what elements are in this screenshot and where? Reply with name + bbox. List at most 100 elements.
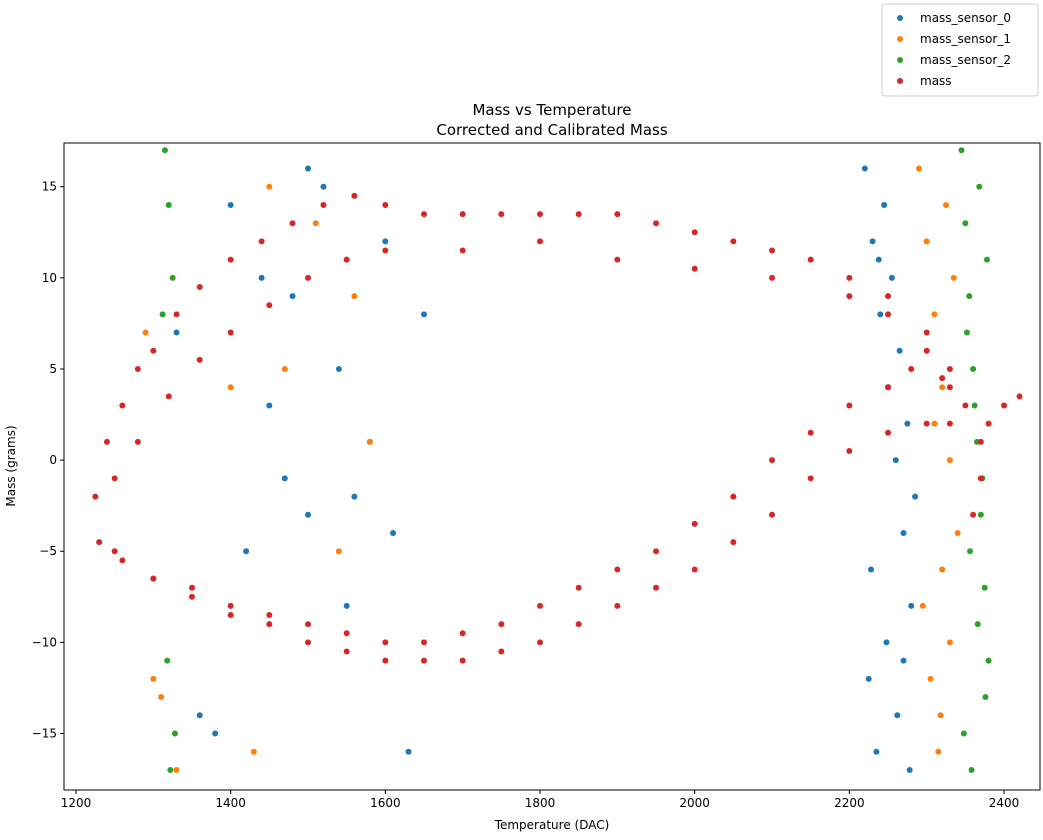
- point: [939, 375, 946, 382]
- point: [258, 238, 265, 245]
- point: [967, 548, 974, 555]
- point: [946, 365, 953, 372]
- point: [985, 657, 992, 664]
- point: [769, 247, 776, 254]
- point: [963, 329, 970, 336]
- point: [250, 748, 257, 755]
- point: [390, 530, 397, 537]
- x-tick-label: 1800: [525, 796, 556, 810]
- point: [351, 493, 358, 500]
- point: [968, 766, 975, 773]
- point: [96, 539, 103, 546]
- point: [227, 329, 234, 336]
- legend-box: [881, 3, 1039, 97]
- point: [173, 329, 180, 336]
- point: [875, 256, 882, 263]
- x-tick-label: 2000: [679, 796, 710, 810]
- point: [343, 630, 350, 637]
- point: [730, 238, 737, 245]
- point: [266, 302, 273, 309]
- point: [335, 548, 342, 555]
- point: [881, 201, 888, 208]
- point: [900, 657, 907, 664]
- point: [188, 593, 195, 600]
- point: [575, 621, 582, 628]
- point: [984, 256, 991, 263]
- point: [730, 493, 737, 500]
- point: [939, 384, 946, 391]
- point: [653, 548, 660, 555]
- point: [320, 201, 327, 208]
- point: [188, 584, 195, 591]
- point: [134, 365, 141, 372]
- point: [351, 293, 358, 300]
- point: [977, 511, 984, 518]
- point: [962, 220, 969, 227]
- chart-title: Mass vs Temperature: [472, 101, 631, 119]
- point: [421, 211, 428, 218]
- point: [946, 457, 953, 464]
- point: [923, 238, 930, 245]
- point: [769, 511, 776, 518]
- legend-marker: [897, 36, 903, 42]
- point: [150, 347, 157, 354]
- point: [885, 429, 892, 436]
- chart-subtitle: Corrected and Calibrated Mass: [436, 121, 667, 139]
- point: [227, 256, 234, 263]
- point: [906, 766, 913, 773]
- point: [873, 748, 880, 755]
- legend-label: mass: [920, 74, 952, 88]
- point: [305, 274, 311, 281]
- point: [970, 511, 977, 518]
- point: [954, 530, 961, 537]
- point: [537, 211, 544, 218]
- point: [1016, 393, 1023, 400]
- legend-marker: [897, 78, 903, 84]
- point: [537, 238, 544, 245]
- point: [769, 274, 776, 281]
- point: [614, 566, 621, 573]
- legend-marker: [897, 57, 903, 63]
- legend-label: mass_sensor_1: [920, 32, 1011, 46]
- point: [923, 347, 930, 354]
- point: [846, 293, 853, 300]
- point: [927, 675, 934, 682]
- point: [939, 566, 946, 573]
- point: [868, 566, 875, 573]
- point: [266, 621, 273, 628]
- point: [894, 712, 901, 719]
- point: [165, 393, 172, 400]
- point: [281, 365, 288, 372]
- plot-frame: [63, 142, 1041, 791]
- point: [305, 639, 311, 646]
- legend: mass_sensor_0 mass_sensor_1 mass_sensor_2m…: [881, 3, 1039, 97]
- point: [943, 201, 950, 208]
- point: [977, 475, 984, 482]
- point: [966, 293, 973, 300]
- point: [691, 566, 698, 573]
- point: [908, 602, 915, 609]
- point: [958, 147, 965, 154]
- point: [923, 420, 930, 427]
- point: [691, 229, 698, 236]
- point: [985, 420, 992, 427]
- point: [161, 147, 168, 154]
- point: [227, 384, 234, 391]
- point: [915, 165, 922, 172]
- point: [382, 238, 389, 245]
- point: [227, 201, 234, 208]
- point: [305, 621, 311, 628]
- legend-label: mass_sensor_2: [920, 53, 1011, 67]
- point: [962, 402, 969, 409]
- point: [382, 639, 389, 646]
- point: [459, 657, 466, 664]
- point: [730, 539, 737, 546]
- point: [614, 211, 621, 218]
- x-tick-label: 2400: [989, 796, 1020, 810]
- point: [459, 211, 466, 218]
- point: [807, 475, 814, 482]
- point: [846, 448, 853, 455]
- point: [977, 438, 984, 445]
